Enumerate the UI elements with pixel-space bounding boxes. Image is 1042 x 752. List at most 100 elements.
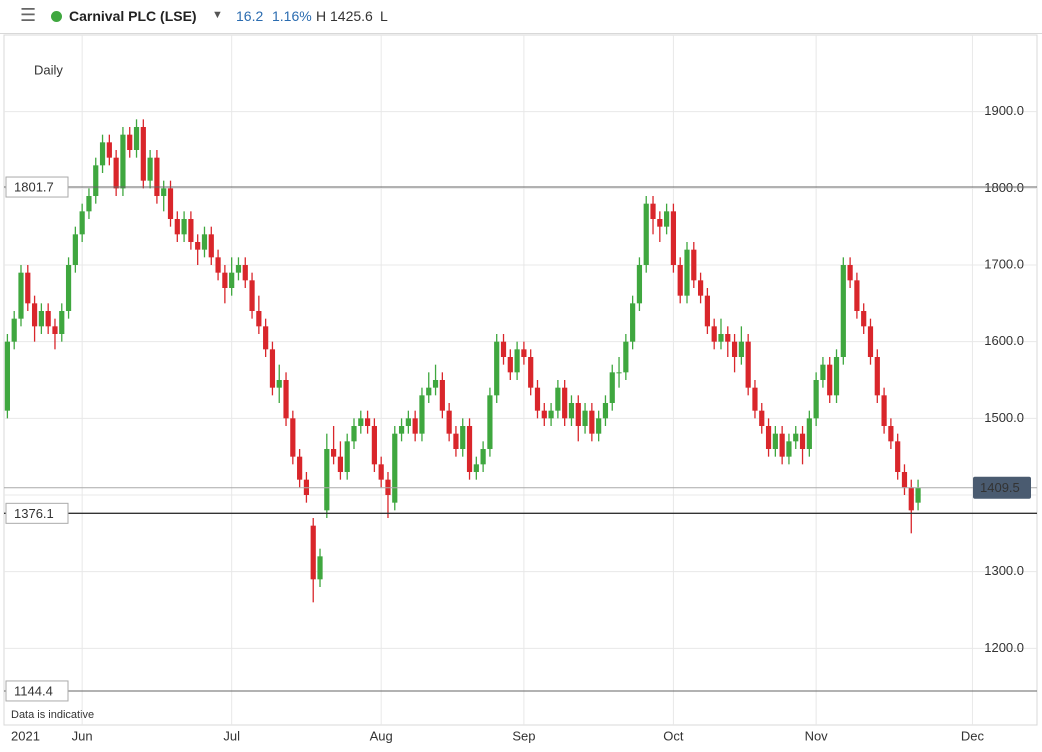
- y-tick-label: 1600.0: [984, 333, 1024, 348]
- candle-body: [337, 456, 344, 472]
- candle-body: [548, 410, 554, 419]
- candle-body: [895, 441, 901, 472]
- candle-body: [514, 349, 520, 373]
- candle-body: [45, 311, 51, 327]
- candle-body: [140, 127, 146, 181]
- candle-body: [568, 403, 575, 419]
- candle-body: [759, 410, 765, 426]
- candle-body: [113, 157, 119, 189]
- candle-body: [324, 449, 330, 511]
- level-box: [5, 176, 69, 198]
- candle-body: [799, 433, 806, 449]
- candle-body: [555, 387, 561, 411]
- candle-body: [398, 426, 405, 434]
- candle-body: [310, 525, 316, 580]
- candle-body: [725, 334, 731, 342]
- candle-body: [460, 426, 466, 449]
- level-label: 1376.1: [14, 506, 54, 521]
- candle-body: [99, 142, 106, 166]
- candle-body: [541, 410, 547, 419]
- candle-body: [195, 242, 201, 250]
- candle-body: [881, 395, 887, 426]
- candle-body: [718, 334, 724, 342]
- candle-body: [616, 372, 622, 374]
- candle-body: [86, 196, 92, 212]
- x-tick-label: Aug: [370, 728, 393, 743]
- candle-body: [297, 456, 303, 480]
- candle-body: [500, 341, 507, 357]
- y-tick-label: 1900.0: [984, 103, 1024, 118]
- candle-body: [521, 349, 527, 357]
- price-change-pct: 1.16%: [272, 8, 312, 24]
- level-box: [5, 502, 69, 524]
- dropdown-arrow[interactable]: ▼: [212, 9, 223, 21]
- y-tick-label: 1500.0: [984, 410, 1024, 425]
- candle-body: [188, 219, 194, 242]
- candle-body: [602, 403, 609, 419]
- last-price-box: [973, 476, 1031, 499]
- toolbar: ☰ Carnival PLC (LSE) ▼ 16.2 1.16% H 1425…: [0, 0, 1042, 34]
- candle-body: [711, 326, 717, 342]
- candle-body: [52, 326, 58, 334]
- candle-body: [161, 188, 167, 196]
- candle-body: [609, 372, 615, 403]
- candle-body: [283, 380, 289, 419]
- candle-body: [670, 211, 677, 265]
- candle-body: [861, 311, 867, 327]
- candle-body: [494, 341, 500, 396]
- candle-body: [827, 364, 833, 396]
- candle-body: [575, 403, 581, 426]
- candle-body: [201, 234, 208, 250]
- candle-body: [466, 426, 473, 472]
- candle-body: [93, 165, 99, 196]
- candle-body: [405, 418, 411, 426]
- candle-body: [589, 410, 595, 434]
- plot-frame: [3, 34, 1038, 726]
- candle-body: [222, 272, 228, 288]
- candle-body: [269, 349, 276, 388]
- candle-body: [507, 357, 513, 373]
- menu-icon[interactable]: ☰: [20, 5, 37, 25]
- candle-body: [684, 249, 690, 296]
- candle-body: [79, 211, 85, 235]
- candle-body: [562, 387, 568, 419]
- candle-body: [731, 341, 738, 357]
- candle-body: [813, 380, 819, 419]
- candle-body: [154, 157, 160, 196]
- candle-body: [208, 234, 214, 258]
- candle-body: [738, 341, 744, 357]
- candle-body: [650, 203, 656, 219]
- candle-body: [351, 426, 357, 442]
- candle-body: [378, 464, 384, 480]
- candle-body: [344, 441, 350, 472]
- interval-label: Daily: [34, 62, 63, 77]
- candle-body: [534, 387, 541, 411]
- candle-body: [473, 464, 479, 472]
- candle-body: [582, 410, 588, 426]
- candle-body: [4, 341, 10, 411]
- candle-body: [874, 357, 880, 396]
- candle-body: [106, 142, 112, 158]
- candle-body: [215, 257, 221, 273]
- candle-body: [623, 341, 629, 373]
- candle-body: [664, 211, 670, 227]
- candle-body: [18, 272, 24, 319]
- candle-body: [765, 426, 772, 449]
- day-low: L: [380, 8, 388, 24]
- candle-body: [364, 418, 371, 426]
- note: Data is indicative: [11, 709, 94, 721]
- candle-body: [528, 357, 534, 388]
- candle-body: [854, 280, 860, 311]
- candle-body: [235, 265, 242, 273]
- candle-body: [439, 380, 445, 411]
- candle-body: [908, 487, 914, 511]
- candle-body: [806, 418, 812, 449]
- x-tick-label: Dec: [961, 728, 985, 743]
- candle-body: [820, 364, 826, 380]
- day-high: H 1425.6: [316, 8, 373, 24]
- last-price-label: 1409.5: [980, 480, 1020, 495]
- y-tick-label: 1700.0: [984, 256, 1024, 271]
- instrument-title[interactable]: Carnival PLC (LSE): [69, 8, 197, 24]
- candle-body: [745, 341, 751, 388]
